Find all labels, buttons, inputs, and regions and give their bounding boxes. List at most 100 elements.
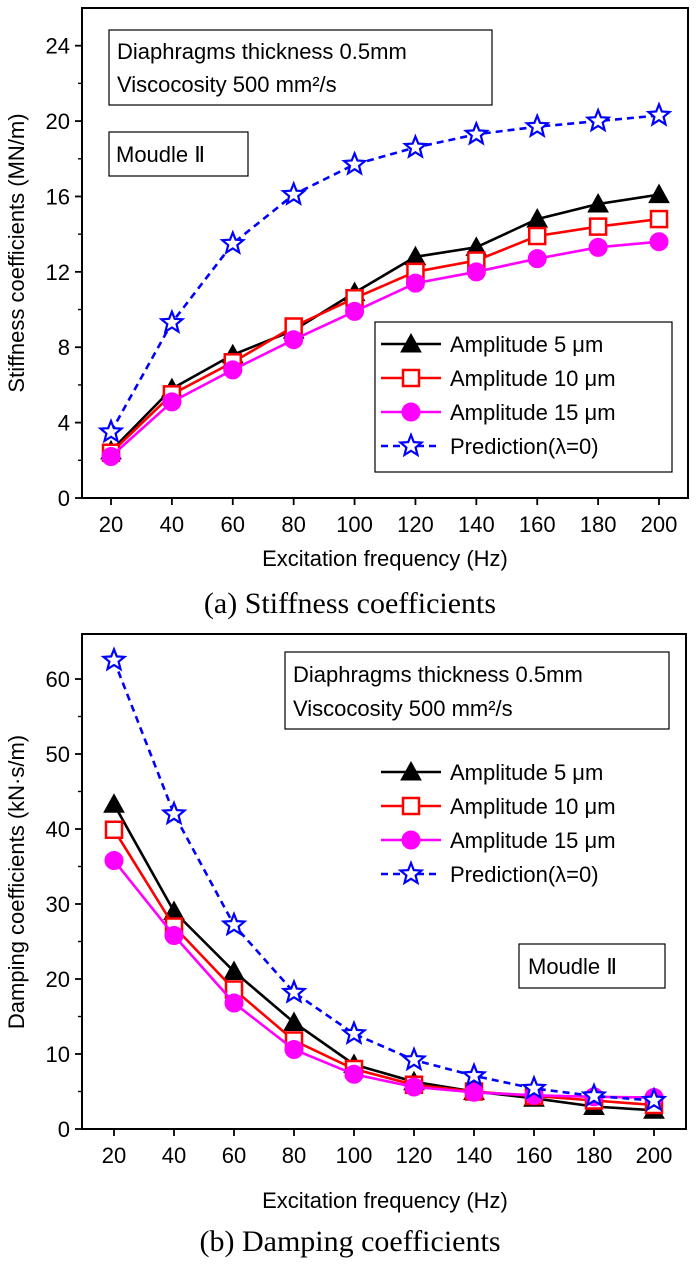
info-line-2: Viscocosity 500 mm²/s — [117, 72, 337, 97]
data-point — [527, 226, 547, 246]
data-point — [164, 926, 184, 945]
series-line — [109, 114, 660, 433]
y-tick-label: 16 — [46, 184, 70, 209]
module-box — [518, 943, 666, 989]
x-tick-label: 120 — [396, 1143, 433, 1168]
x-tick-label: 60 — [221, 512, 245, 537]
x-tick-label: 40 — [160, 512, 184, 537]
data-point — [280, 180, 307, 206]
series-line — [112, 859, 655, 1099]
legend-box — [374, 321, 673, 473]
data-point — [220, 911, 248, 937]
axis-ticks — [75, 44, 660, 505]
data-point — [104, 851, 124, 870]
legend-marker — [401, 830, 421, 850]
data-point — [284, 330, 304, 350]
data-point — [224, 993, 244, 1013]
damping-chart: 20 40 60 80 100 120 140 160 180 200 0 10 20 30 40 50 60… — [4, 633, 687, 1258]
legend-label: Amplitude 5 μm — [450, 332, 603, 357]
series-layer — [100, 646, 668, 1119]
data-point — [648, 183, 670, 204]
legend-label: Amplitude 10 μm — [450, 366, 616, 391]
legend-marker — [400, 332, 422, 353]
data-point — [101, 447, 121, 467]
x-tick-label: 140 — [456, 1143, 493, 1168]
x-tick-label: 20 — [99, 512, 123, 537]
data-point — [580, 1082, 608, 1108]
data-point — [588, 237, 608, 257]
legend-marker — [397, 860, 425, 886]
data-point — [463, 120, 490, 146]
y-tick-label: 60 — [46, 667, 70, 692]
data-point — [162, 392, 182, 412]
series-line — [112, 829, 655, 1107]
x-tick-label: 180 — [576, 1143, 613, 1168]
legend-label: Amplitude 5 μm — [450, 760, 603, 785]
data-point — [527, 249, 547, 269]
legend-marker — [401, 796, 421, 816]
series-star — [97, 101, 673, 444]
legend-marker — [401, 368, 421, 388]
legend-label: Amplitude 15 μm — [450, 828, 616, 853]
y-tick-label: 8 — [58, 335, 70, 360]
x-tick-label: 60 — [222, 1143, 246, 1168]
series-line — [112, 803, 655, 1112]
data-point — [466, 262, 486, 282]
y-tick-label: 40 — [46, 817, 70, 842]
data-point — [649, 232, 669, 252]
data-point — [284, 1040, 304, 1059]
x-tick-label: 100 — [336, 512, 373, 537]
caption: (b) Damping coefficients — [199, 1225, 500, 1258]
data-point — [103, 793, 125, 813]
series-line — [110, 193, 660, 452]
x-tick-labels: 20 40 60 80 100 120 140 160 180 200 — [102, 1143, 673, 1168]
info-box — [108, 29, 493, 106]
module-label: Moudle Ⅱ — [116, 142, 205, 167]
data-point — [341, 150, 368, 176]
series-line — [112, 659, 655, 1102]
y-tick-label: 0 — [58, 486, 70, 511]
y-tick-labels: 0 10 20 30 40 50 60 — [46, 667, 70, 1142]
y-tick-label: 4 — [58, 411, 70, 436]
legend-label: Amplitude 10 μm — [450, 794, 616, 819]
axis-ticks — [75, 678, 655, 1136]
x-tick-labels: 20 40 60 80 100 120 140 160 180 200 — [99, 512, 678, 537]
data-point — [460, 1061, 488, 1088]
legend-marker — [397, 432, 425, 458]
x-tick-label: 80 — [282, 1143, 306, 1168]
module-box — [108, 131, 249, 177]
x-tick-label: 20 — [102, 1143, 126, 1168]
info-line-1: Diaphragms thickness 0.5mm — [117, 39, 407, 64]
x-tick-label: 40 — [162, 1143, 186, 1168]
series-star — [100, 646, 668, 1112]
series-line — [110, 240, 660, 458]
data-point — [344, 1064, 364, 1084]
legend-marker — [401, 402, 421, 422]
series-circle — [101, 232, 669, 467]
data-point — [283, 1011, 305, 1031]
data-point — [97, 417, 125, 444]
data-point — [523, 112, 551, 139]
y-axis-label: Stiffness coefficients (MN/m) — [4, 113, 29, 392]
plot-frame — [81, 633, 687, 1130]
x-tick-label: 120 — [397, 512, 434, 537]
series-circle — [104, 851, 664, 1107]
legend-label: Amplitude 15 μm — [450, 400, 616, 425]
data-point — [405, 273, 425, 293]
y-tick-label: 20 — [46, 109, 70, 134]
x-tick-label: 80 — [281, 512, 305, 537]
data-point — [219, 229, 247, 255]
x-tick-label: 200 — [636, 1143, 673, 1168]
data-point — [104, 820, 124, 839]
x-tick-label: 100 — [336, 1143, 373, 1168]
data-point — [340, 1019, 368, 1046]
legend-marker — [400, 760, 422, 781]
data-point — [100, 646, 128, 672]
data-point — [645, 101, 673, 127]
legend-label: Prediction(λ=0) — [450, 434, 599, 459]
data-point — [404, 1077, 424, 1097]
data-point — [345, 301, 365, 321]
info-line-2: Viscocosity 500 mm²/s — [293, 696, 513, 721]
data-point — [160, 800, 188, 826]
